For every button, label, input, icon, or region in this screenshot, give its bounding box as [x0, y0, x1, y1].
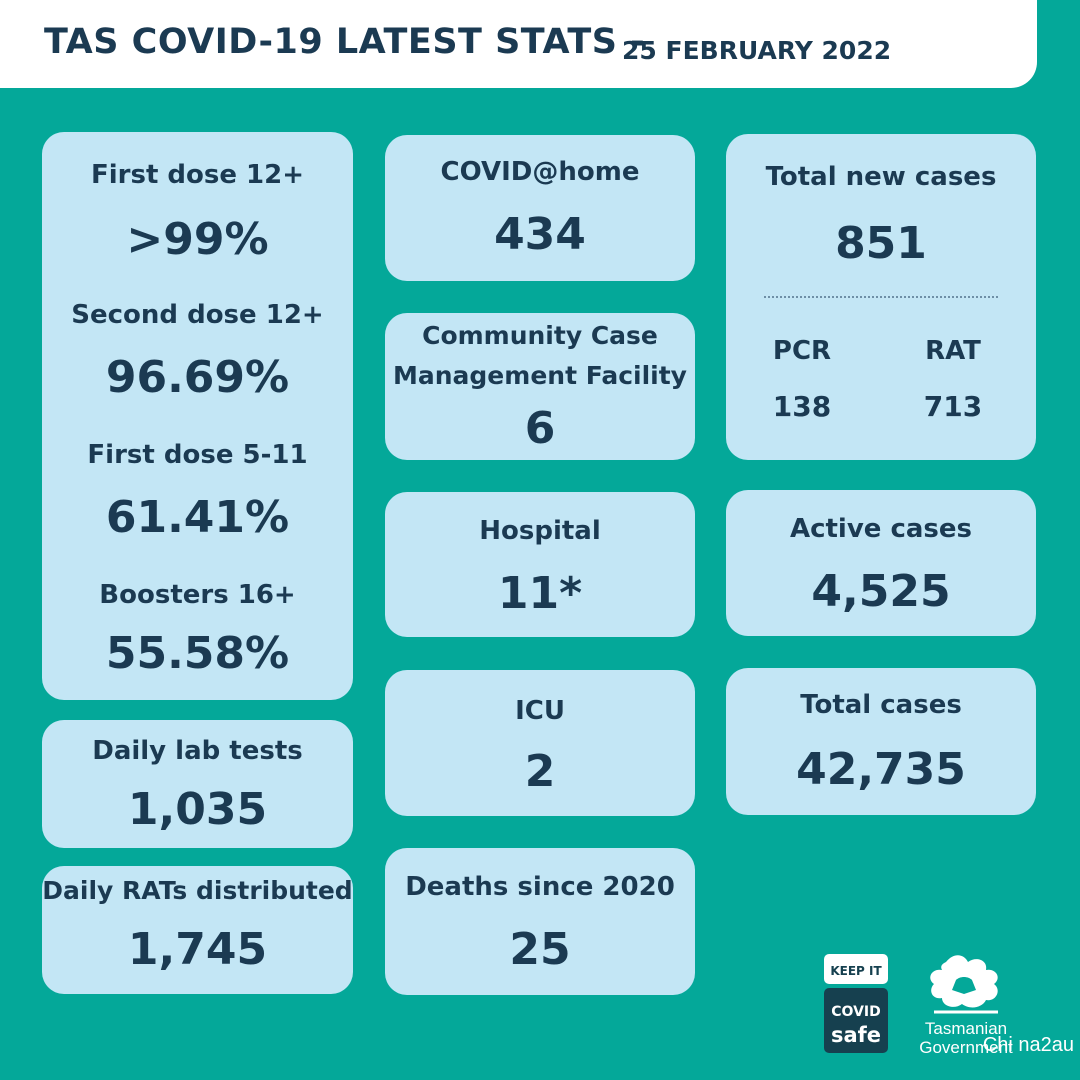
deaths-value: 25	[509, 924, 571, 975]
first-dose-5-11-value: 61.41%	[105, 492, 290, 543]
vaccination-card: First dose 12+ >99% Second dose 12+ 96.6…	[42, 132, 353, 700]
covid-safe-line1: KEEP IT	[830, 964, 882, 978]
boosters-16-value: 55.58%	[105, 628, 290, 679]
hospital-label: Hospital	[479, 516, 601, 546]
community-facility-value: 6	[524, 403, 556, 454]
page-title: TAS COVID-19 LATEST STATS -	[44, 22, 646, 62]
second-dose-12-value: 96.69%	[105, 352, 290, 403]
tasmanian-government-logo: Tasmanian Government	[906, 950, 1026, 1060]
icu-value: 2	[524, 746, 556, 797]
daily-rats-value: 1,745	[127, 924, 268, 975]
icu-label: ICU	[515, 696, 565, 726]
pcr-label: PCR	[772, 336, 832, 366]
second-dose-12-label: Second dose 12+	[71, 300, 324, 330]
covid-safe-line3: safe	[831, 1023, 881, 1047]
active-cases-value: 4,525	[811, 566, 951, 617]
covid-safe-logo: KEEP IT COVID safe	[824, 954, 888, 1053]
divider-dotted	[764, 296, 998, 298]
deaths-card: Deaths since 2020 25	[385, 848, 695, 995]
header-banner: TAS COVID-19 LATEST STATS - 25 FEBRUARY …	[0, 0, 1037, 88]
covid-home-value: 434	[494, 209, 586, 260]
hospital-value: 11*	[497, 568, 583, 619]
first-dose-5-11-label: First dose 5-11	[87, 440, 308, 470]
daily-lab-tests-value: 1,035	[127, 784, 268, 835]
government-label: Government	[919, 1038, 1013, 1057]
tasmanian-devil-icon	[930, 955, 998, 1014]
community-facility-card: Community Case Management Facility 6	[385, 313, 695, 460]
total-new-cases-card: Total new cases 851 PCR 138 RAT 713	[726, 134, 1036, 460]
first-dose-12-label: First dose 12+	[90, 160, 305, 190]
daily-lab-tests-card: Daily lab tests 1,035	[42, 720, 353, 848]
covid-safe-line2: COVID	[831, 1004, 880, 1020]
daily-lab-tests-label: Daily lab tests	[92, 736, 303, 766]
page-date: 25 FEBRUARY 2022	[622, 36, 892, 65]
rat-label: RAT	[925, 336, 981, 366]
pcr-value: 138	[772, 390, 832, 423]
total-cases-label: Total cases	[800, 690, 962, 720]
active-cases-card: Active cases 4,525	[726, 490, 1036, 636]
rat-value: 713	[923, 390, 983, 423]
total-new-cases-value: 851	[835, 218, 927, 269]
hospital-card: Hospital 11*	[385, 492, 695, 637]
community-facility-label-line1: Community Case	[422, 321, 658, 350]
total-cases-value: 42,735	[796, 744, 966, 795]
deaths-label: Deaths since 2020	[405, 872, 675, 902]
icu-card: ICU 2	[385, 670, 695, 816]
covid-home-label: COVID@home	[440, 157, 640, 187]
daily-rats-card: Daily RATs distributed 1,745	[42, 866, 353, 994]
total-new-cases-label: Total new cases	[765, 162, 997, 192]
boosters-16-label: Boosters 16+	[99, 580, 296, 610]
covid-home-card: COVID@home 434	[385, 135, 695, 281]
total-cases-card: Total cases 42,735	[726, 668, 1036, 815]
community-facility-label-line2: Management Facility	[393, 361, 687, 390]
active-cases-label: Active cases	[789, 514, 973, 544]
watermark: Chi na2au	[982, 1034, 1074, 1056]
first-dose-12-value: >99%	[126, 214, 269, 265]
daily-rats-label: Daily RATs distributed	[42, 876, 353, 905]
tasmanian-label: Tasmanian	[924, 1019, 1008, 1038]
